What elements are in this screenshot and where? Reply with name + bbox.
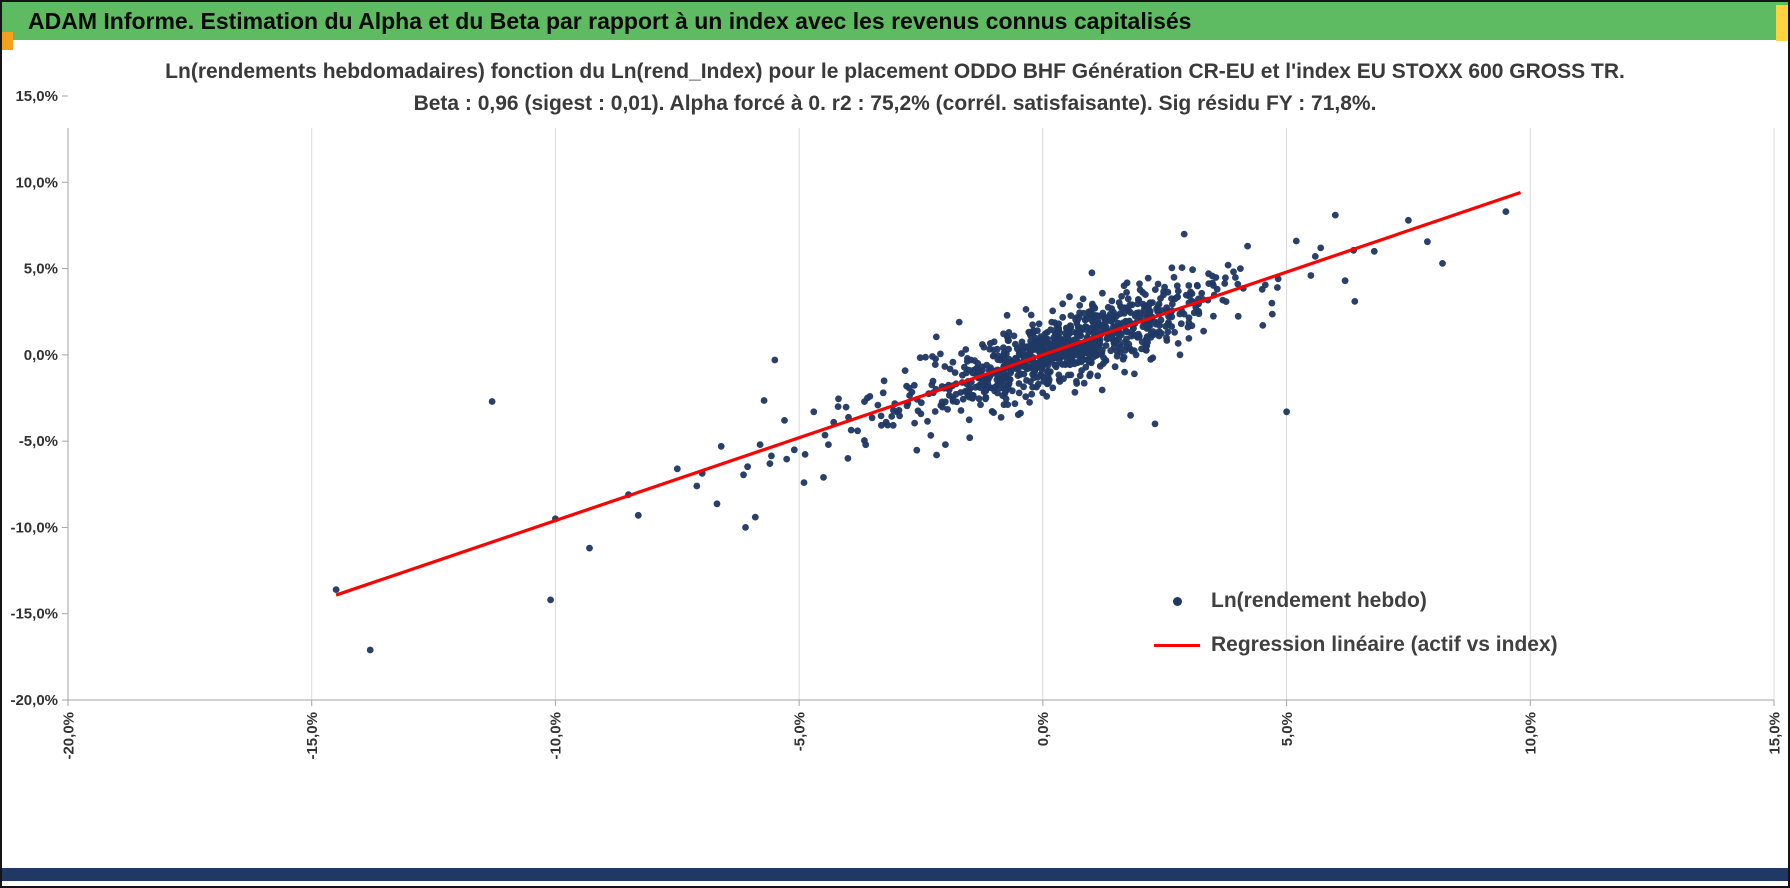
footer-bar xyxy=(2,868,1788,881)
regression-line-icon xyxy=(1154,643,1200,647)
legend-item-scatter: Ln(rendement hebdo) xyxy=(1154,587,1558,615)
svg-text:5,0%: 5,0% xyxy=(24,261,58,278)
header-bar: ADAM Informe. Estimation du Alpha et du … xyxy=(2,2,1788,40)
svg-text:-20,0%: -20,0% xyxy=(60,712,77,760)
legend-marker-box xyxy=(1154,643,1200,647)
orange-accent-icon xyxy=(2,32,13,50)
svg-text:15,0%: 15,0% xyxy=(1766,712,1783,755)
svg-text:-5,0%: -5,0% xyxy=(791,712,808,751)
legend-label-scatter: Ln(rendement hebdo) xyxy=(1211,589,1427,612)
svg-text:-20,0%: -20,0% xyxy=(10,692,58,709)
svg-text:-5,0%: -5,0% xyxy=(19,433,58,450)
chart-title-line2: Beta : 0,96 (sigest : 0,01). Alpha forcé… xyxy=(413,92,1377,115)
scatter-points xyxy=(332,208,1510,654)
svg-text:10,0%: 10,0% xyxy=(1523,712,1540,755)
scatter-marker-icon xyxy=(1172,596,1182,606)
svg-text:10,0%: 10,0% xyxy=(15,174,58,191)
page-title: ADAM Informe. Estimation du Alpha et du … xyxy=(28,7,1192,34)
legend-item-regression: Regression linéaire (actif vs index) xyxy=(1154,631,1558,659)
legend-marker-box xyxy=(1154,596,1200,606)
axes xyxy=(62,95,1775,706)
scatter-plot[interactable]: 15,0%10,0%5,0%0,0%-5,0%-10,0%-15,0%-20,0… xyxy=(4,88,1790,788)
svg-text:0,0%: 0,0% xyxy=(24,347,58,364)
svg-text:-15,0%: -15,0% xyxy=(304,712,321,760)
legend-label-regression: Regression linéaire (actif vs index) xyxy=(1211,633,1558,656)
y-tick-labels: 15,0% 10,0% 5,0% 0,0% -5,0% -10,0% -15,0% -20,0… xyxy=(10,88,58,709)
svg-text:5,0%: 5,0% xyxy=(1279,712,1296,746)
svg-text:15,0%: 15,0% xyxy=(15,88,58,105)
svg-text:-10,0%: -10,0% xyxy=(10,519,58,536)
svg-text:-15,0%: -15,0% xyxy=(10,606,58,623)
svg-text:0,0%: 0,0% xyxy=(1035,712,1052,746)
chart-legend: Ln(rendement hebdo) Regression linéaire … xyxy=(1154,587,1558,675)
chart-title-line1: Ln(rendements hebdomadaires) fonction du… xyxy=(165,60,1625,83)
regression-line xyxy=(335,190,1522,597)
svg-text:-10,0%: -10,0% xyxy=(548,712,565,760)
x-tick-labels: -20,0% -15,0% -10,0% -5,0% 0,0% 5,0% 10,0% 15,0… xyxy=(60,712,1783,760)
yellow-accent-icon xyxy=(1776,5,1788,41)
